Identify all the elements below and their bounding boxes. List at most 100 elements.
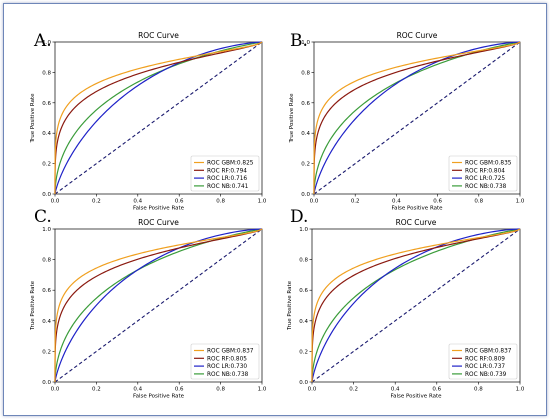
legend-entry: ROC GBM:0.825 (207, 161, 254, 167)
x-tick-label: 0.2 (92, 387, 101, 393)
y-tick-label: 0.4 (299, 319, 308, 325)
y-tick-label: 0.2 (301, 162, 310, 168)
x-tick-label: 1.0 (516, 387, 525, 393)
legend-entry: ROC RF:0.805 (207, 356, 247, 362)
x-axis-label: False Positive Rate (133, 206, 185, 212)
x-tick-label: 0.8 (216, 199, 225, 205)
plot-area (54, 228, 263, 383)
plot-area (311, 228, 521, 383)
x-tick-label: 0.6 (433, 199, 442, 205)
x-tick-label: 0.0 (51, 199, 60, 205)
x-tick-label: 0.0 (308, 387, 317, 393)
y-tick-label: 0.2 (299, 349, 308, 355)
legend-entry: ROC RF:0.809 (465, 356, 505, 362)
panel-letter: C. (34, 207, 52, 227)
legend-entry: ROC LR:0.725 (465, 176, 505, 182)
roc-curve-rf (54, 41, 263, 195)
x-tick-label: 0.4 (133, 199, 142, 205)
chance-line (311, 228, 521, 383)
legend-entry: ROC RF:0.804 (465, 168, 505, 174)
roc-curve-rf (54, 228, 263, 383)
x-tick-label: 0.8 (474, 387, 483, 393)
chance-line (54, 41, 263, 195)
x-axis-label: False Positive Rate (391, 206, 443, 212)
x-tick-label: 1.0 (516, 199, 525, 205)
legend-entry: ROC RF:0.794 (207, 168, 247, 174)
legend-entry: ROC NB:0.741 (207, 184, 249, 190)
legend-entry: ROC LR:0.716 (207, 176, 247, 182)
chance-line (54, 228, 263, 383)
x-tick-label: 0.0 (51, 387, 60, 393)
panel-letter: A. (33, 31, 52, 51)
roc-curve-nb (313, 41, 521, 195)
x-tick-label: 0.6 (432, 387, 441, 393)
roc-panel-1: B. ROC Curve 0.0 0.2 0.4 0.6 0.8 1.0 0.0 0.2 0.4 0.… (289, 31, 525, 212)
y-tick-label: 0.4 (42, 131, 51, 137)
legend-entry: ROC LR:0.737 (465, 364, 505, 370)
y-tick-label: 0.4 (301, 131, 310, 137)
legend-entry: ROC GBM:0.837 (465, 349, 512, 355)
x-tick-label: 0.6 (175, 199, 184, 205)
roc-curve-gbm (311, 228, 521, 383)
chance-line (313, 41, 521, 195)
y-tick-label: 0.0 (42, 192, 51, 198)
chart-title: ROC Curve (397, 31, 438, 40)
legend-entry: ROC GBM:0.837 (207, 349, 254, 355)
chart-title: ROC Curve (138, 218, 179, 227)
y-tick-label: 0.2 (42, 349, 51, 355)
legend-entry: ROC LR:0.730 (207, 364, 247, 370)
y-axis-label: True Positive Rate (287, 280, 293, 331)
y-tick-label: 0.6 (299, 288, 308, 294)
roc-panel-3: D. ROC Curve 0.0 0.2 0.4 0.6 0.8 1.0 0.0 0.2 0.4 0.… (287, 207, 525, 400)
x-axis-label: False Positive Rate (133, 394, 185, 400)
roc-panel-0: A. ROC Curve 0.0 0.2 0.4 0.6 0.8 1.0 0.0 0.2 0.4 0.… (30, 31, 267, 212)
y-tick-label: 0.2 (42, 162, 51, 168)
panel-letter: D. (290, 207, 308, 227)
roc-curve-rf (311, 228, 521, 383)
roc-curve-nb (311, 228, 521, 383)
x-tick-label: 0.8 (216, 387, 225, 393)
y-tick-label: 0.8 (299, 258, 308, 264)
x-tick-label: 0.4 (133, 387, 142, 393)
roc-curve-nb (54, 228, 263, 383)
roc-curve-gbm (313, 41, 521, 195)
roc-curve-rf (313, 41, 521, 195)
chart-title: ROC Curve (138, 31, 179, 40)
legend-box (448, 155, 518, 192)
plot-area (54, 41, 263, 195)
x-tick-label: 0.4 (392, 199, 401, 205)
y-tick-label: 0.0 (42, 380, 51, 386)
legend-entry: ROC GBM:0.835 (465, 161, 512, 167)
y-axis-label: True Positive Rate (30, 93, 36, 144)
y-tick-label: 0.8 (42, 70, 51, 76)
y-tick-label: 0.4 (42, 319, 51, 325)
y-tick-label: 0.6 (301, 101, 310, 107)
legend-entry: ROC NB:0.739 (465, 372, 507, 378)
y-tick-label: 0.8 (301, 70, 310, 76)
y-axis-label: True Positive Rate (289, 93, 295, 144)
legend-entry: ROC NB:0.738 (465, 184, 507, 190)
y-tick-label: 1.0 (301, 40, 310, 46)
x-tick-label: 0.4 (391, 387, 400, 393)
x-tick-label: 1.0 (258, 387, 267, 393)
legend-entry: ROC NB:0.738 (207, 372, 249, 378)
x-tick-label: 0.2 (349, 387, 358, 393)
y-tick-label: 1.0 (299, 227, 308, 233)
y-tick-label: 0.6 (42, 101, 51, 107)
x-tick-label: 0.0 (310, 199, 319, 205)
roc-panel-2: C. ROC Curve 0.0 0.2 0.4 0.6 0.8 1.0 0.0 0.2 0.4 0.… (30, 207, 267, 400)
legend-box (190, 155, 260, 192)
y-tick-label: 1.0 (42, 227, 51, 233)
legend-box (190, 343, 260, 380)
x-tick-label: 0.2 (351, 199, 360, 205)
roc-curve-gbm (54, 41, 263, 195)
roc-curve-lr (313, 41, 521, 195)
x-tick-label: 1.0 (258, 199, 267, 205)
x-tick-label: 0.8 (474, 199, 483, 205)
chart-title: ROC Curve (396, 218, 437, 227)
